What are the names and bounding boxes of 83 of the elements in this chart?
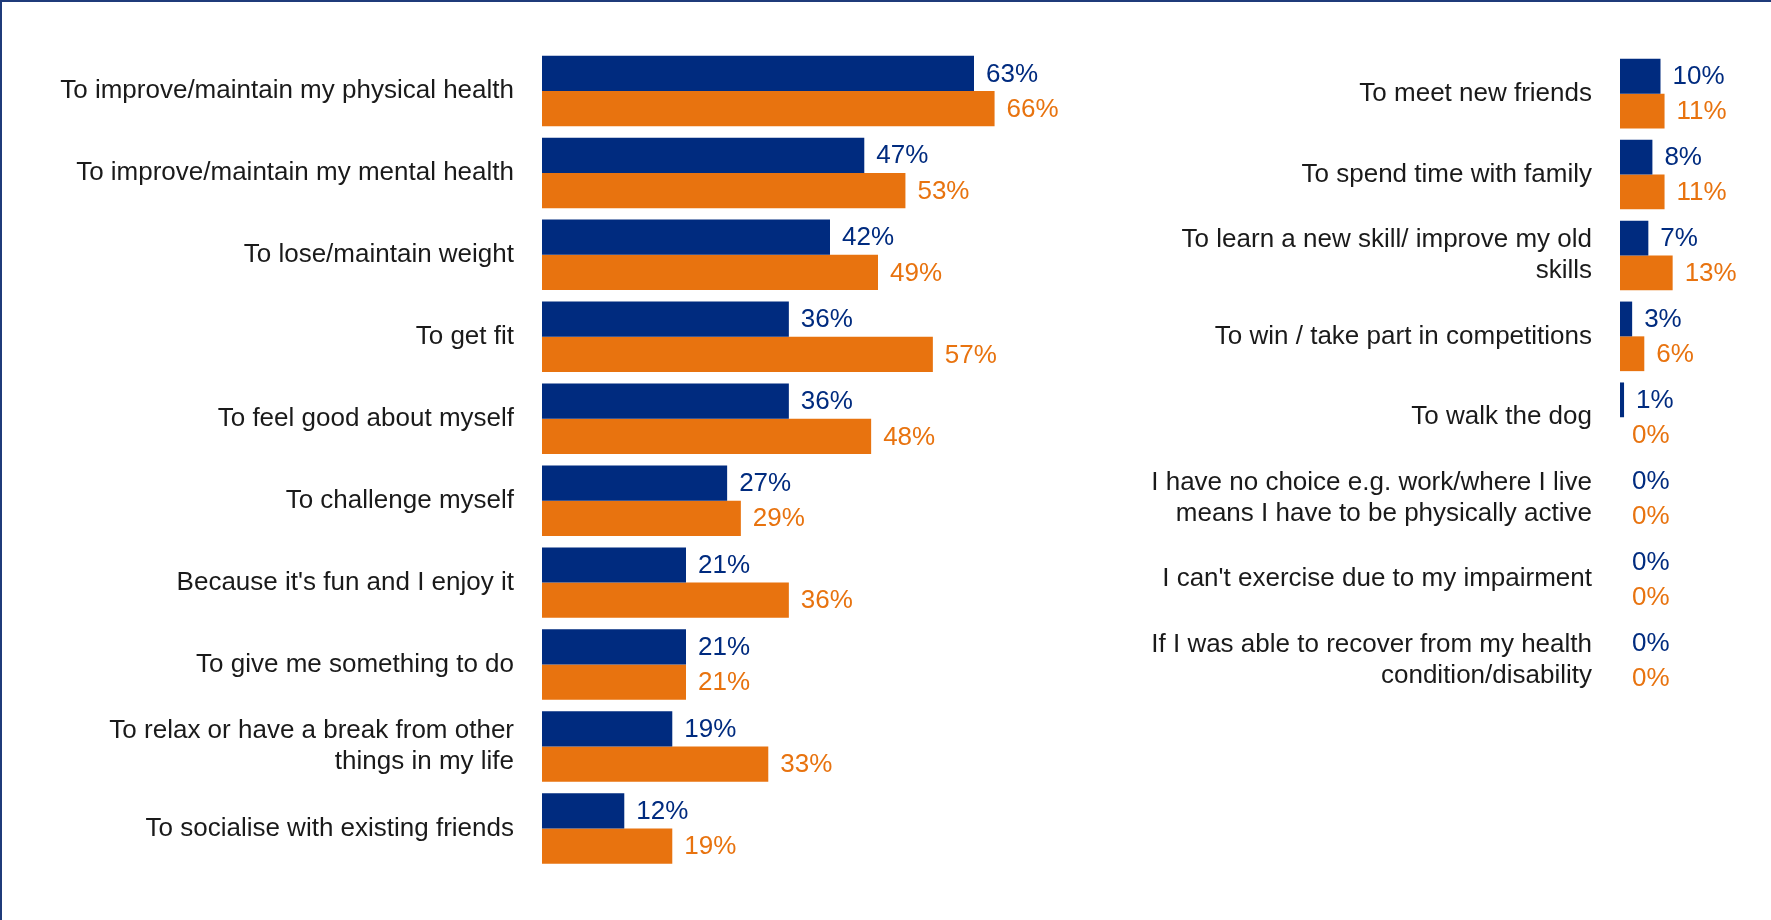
data-label: 57% bbox=[944, 338, 997, 369]
bar bbox=[542, 219, 830, 255]
data-label: 21% bbox=[698, 549, 751, 580]
data-label: 19% bbox=[684, 830, 737, 861]
data-label: 13% bbox=[1684, 257, 1737, 288]
data-label: 6% bbox=[1656, 337, 1694, 368]
bar bbox=[1620, 382, 1625, 418]
y-tick-label: To improve/maintain my mental health bbox=[76, 156, 514, 187]
data-label: 0% bbox=[1632, 545, 1670, 576]
bar bbox=[542, 301, 789, 337]
data-label: 0% bbox=[1632, 626, 1670, 657]
bar bbox=[542, 664, 686, 700]
y-tick-label: To give me something to do bbox=[196, 647, 514, 678]
data-label: 7% bbox=[1660, 222, 1698, 253]
data-label: 42% bbox=[842, 221, 895, 252]
data-label: 66% bbox=[1006, 92, 1059, 123]
bar bbox=[1620, 336, 1645, 372]
y-tick-label: To challenge myself bbox=[285, 483, 515, 514]
data-label: 19% bbox=[684, 713, 737, 744]
data-label: 33% bbox=[780, 748, 833, 779]
data-label: 0% bbox=[1632, 661, 1670, 692]
y-tick-label: To get fit bbox=[415, 319, 515, 350]
data-label: 49% bbox=[890, 256, 943, 287]
bar bbox=[542, 629, 686, 665]
bar bbox=[542, 746, 769, 782]
bar bbox=[1620, 174, 1665, 210]
data-label: 63% bbox=[986, 57, 1039, 88]
data-label: 36% bbox=[800, 385, 853, 416]
data-label: 21% bbox=[698, 666, 751, 697]
bar bbox=[542, 793, 625, 829]
bar bbox=[1620, 139, 1653, 175]
data-label: 0% bbox=[1632, 499, 1670, 530]
y-tick-label: If I was able to recover from my health condition/disability bbox=[1151, 627, 1592, 689]
y-tick-label: To learn a new skill/ improve my old skills bbox=[1181, 223, 1592, 285]
data-label: 12% bbox=[636, 794, 689, 825]
bar bbox=[542, 500, 741, 536]
bar bbox=[1620, 301, 1633, 337]
bar bbox=[542, 172, 906, 209]
data-label: 10% bbox=[1672, 60, 1725, 91]
data-label: 36% bbox=[800, 584, 853, 615]
bar bbox=[542, 254, 878, 291]
bar bbox=[542, 55, 974, 91]
data-label: 1% bbox=[1636, 384, 1674, 415]
data-label: 48% bbox=[883, 420, 936, 451]
data-label: 0% bbox=[1632, 418, 1670, 449]
y-tick-label: To meet new friends bbox=[1359, 76, 1592, 107]
data-label: 11% bbox=[1676, 176, 1727, 207]
y-tick-label: To lose/maintain weight bbox=[243, 238, 515, 269]
data-label: 3% bbox=[1644, 303, 1682, 334]
bar bbox=[1620, 58, 1661, 94]
bar bbox=[542, 336, 933, 373]
y-tick-label: To socialise with existing friends bbox=[145, 811, 514, 842]
data-label: 0% bbox=[1632, 580, 1670, 611]
bar bbox=[1620, 255, 1673, 291]
y-tick-label: To feel good about myself bbox=[217, 401, 515, 432]
y-tick-label: To walk the dog bbox=[1411, 400, 1592, 431]
bar bbox=[542, 418, 872, 454]
y-tick-label: To relax or have a break from other things in my life bbox=[109, 714, 515, 776]
y-tick-label: I have no choice e.g. work/where I live means I have to be physically active bbox=[1151, 465, 1592, 527]
bar bbox=[542, 582, 789, 618]
bar bbox=[542, 711, 673, 747]
data-label: 53% bbox=[917, 174, 970, 205]
bar bbox=[542, 465, 728, 501]
bar bbox=[542, 383, 789, 419]
bar bbox=[542, 137, 865, 173]
bar bbox=[542, 547, 686, 583]
data-label: 36% bbox=[800, 303, 853, 334]
y-tick-label: To improve/maintain my physical health bbox=[60, 74, 514, 105]
bar bbox=[542, 90, 995, 127]
bar bbox=[542, 828, 673, 864]
bar bbox=[1620, 93, 1665, 129]
data-label: 27% bbox=[739, 467, 792, 498]
bar bbox=[1620, 220, 1649, 256]
data-label: 21% bbox=[698, 631, 751, 662]
data-label: 8% bbox=[1664, 141, 1702, 172]
data-label: 11% bbox=[1676, 95, 1727, 126]
data-label: 47% bbox=[876, 139, 929, 170]
y-tick-label: To spend time with family bbox=[1301, 157, 1592, 188]
data-label: 0% bbox=[1632, 464, 1670, 495]
y-tick-label: To win / take part in competitions bbox=[1214, 319, 1592, 350]
data-label: 29% bbox=[752, 502, 805, 533]
y-tick-label: Because it's fun and I enjoy it bbox=[176, 565, 515, 596]
y-tick-label: I can't exercise due to my impairment bbox=[1162, 562, 1593, 593]
